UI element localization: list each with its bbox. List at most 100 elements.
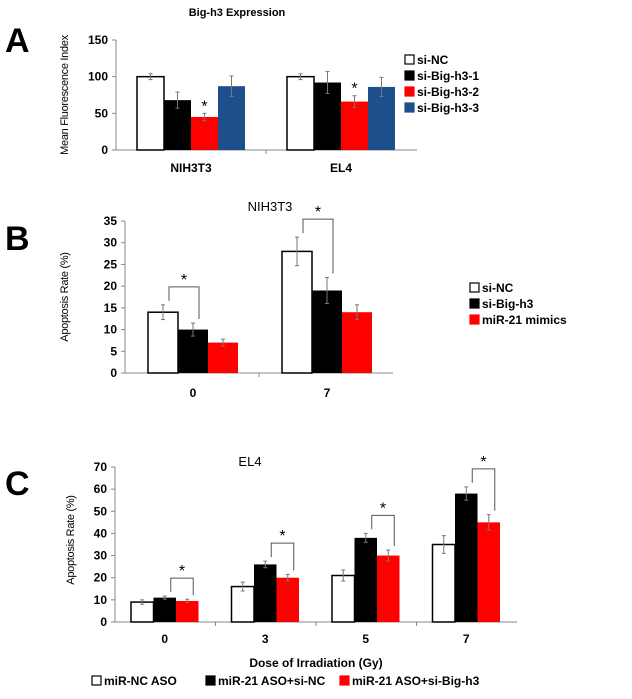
legend-swatch (469, 298, 480, 309)
bar-mir-21-aso-si-nc (354, 537, 377, 622)
x-tick-label: 5 (362, 632, 369, 646)
chart-panel-b: B NIH3T3 Apoptosis Rate (%) 0 5 10 15 20 25 30 35 0… (5, 199, 567, 400)
bar-mir-nc-aso (230, 585, 255, 623)
y-tick-label: 0 (101, 143, 108, 157)
y-tick-label: 0 (100, 615, 107, 629)
legend-swatch (469, 314, 480, 325)
legend: si-NC si-Big-h3-1 si-Big-h3-2 si-Big-h3-3 (404, 53, 479, 115)
y-tick-label: 20 (94, 571, 108, 585)
legend-label: miR-NC ASO (104, 674, 177, 688)
y-tick-label: 60 (94, 482, 108, 496)
chart-panel-c: C EL4 Apoptosis Rate (%) 0 10 20 30 40 50 60 70 0 * 3… (5, 454, 517, 688)
x-tick-label: 0 (161, 632, 168, 646)
bar-si-big-h3 (312, 290, 342, 373)
significance-star: * (315, 204, 321, 221)
y-tick-label: 100 (88, 70, 108, 84)
y-tick-label: 10 (94, 593, 108, 607)
x-tick-label: EL4 (330, 161, 352, 175)
legend-label: si-Big-h3-2 (417, 85, 479, 99)
y-tick-label: 70 (94, 460, 108, 474)
y-tick-label: 25 (104, 257, 118, 271)
y-axis-label: Mean Fluorescence Index (59, 34, 71, 154)
panel-letter: B (5, 220, 30, 258)
y-tick-label: 20 (104, 279, 118, 293)
bar-si-nc (286, 75, 315, 151)
chart-title: Big-h3 Expression (189, 7, 286, 19)
bar-si-nc (147, 311, 179, 374)
bar-mir-nc-aso (331, 574, 356, 623)
legend-swatch (469, 282, 480, 293)
bar-mir-nc-aso (130, 601, 155, 623)
panel-letter: A (5, 22, 30, 60)
x-tick-label: 3 (262, 632, 269, 646)
legend-label: si-NC (417, 53, 449, 67)
bar-si-big-h3-3 (368, 86, 395, 150)
legend-swatch (205, 675, 216, 686)
y-axis-label: Apoptosis Rate (%) (65, 495, 77, 584)
x-tick-label: 7 (463, 632, 470, 646)
significance-star: * (480, 454, 486, 471)
bar-mir-21-aso-si-nc (153, 597, 176, 622)
legend-label: miR-21 ASO+si-NC (218, 674, 326, 688)
chart-title: NIH3T3 (248, 199, 293, 214)
bar-mir-21-mimics (342, 312, 372, 373)
panel-letter: C (5, 465, 30, 503)
bar-mir-21-aso-si-big-h3 (276, 577, 299, 622)
legend-label: miR-21 mimics (482, 313, 567, 327)
significance-bracket (170, 577, 194, 596)
legend-swatch (404, 86, 415, 97)
significance-star: * (380, 500, 386, 517)
x-tick-label: 7 (324, 386, 331, 400)
legend-swatch (404, 102, 415, 113)
x-tick-label: 0 (190, 386, 197, 400)
chart-panel-a: A Big-h3 Expression Mean Fluorescence Inde… (5, 7, 479, 175)
y-tick-label: 50 (95, 106, 109, 120)
bar-si-big-h3-2 (341, 101, 368, 150)
y-tick-label: 30 (104, 236, 118, 250)
legend-label: miR-21 ASO+si-Big-h3 (352, 674, 480, 688)
significance-bracket (471, 468, 496, 511)
bar-si-big-h3 (178, 329, 208, 373)
x-tick-label: NIH3T3 (170, 161, 212, 175)
y-tick-label: 0 (110, 366, 117, 380)
significance-bracket (270, 542, 295, 571)
significance-bracket (371, 514, 395, 547)
legend: si-NC si-Big-h3 miR-21 mimics (469, 281, 567, 327)
legend: miR-NC ASO miR-21 ASO+si-NC miR-21 ASO+si-… (91, 674, 480, 688)
bar-mir-21-aso-si-big-h3 (176, 600, 199, 622)
bar-si-big-h3-2 (191, 117, 218, 150)
y-tick-label: 10 (104, 323, 118, 337)
significance-star: * (279, 528, 285, 545)
chart-title: EL4 (238, 454, 261, 469)
significance-star: * (179, 563, 185, 580)
x-axis-label: Dose of Irradiation (Gy) (249, 656, 382, 670)
y-tick-label: 15 (104, 301, 118, 315)
y-tick-label: 30 (94, 549, 108, 563)
y-tick-label: 40 (94, 526, 108, 540)
legend-label: si-Big-h3-1 (417, 69, 479, 83)
y-tick-label: 5 (110, 344, 117, 358)
y-axis-label: Apoptosis Rate (%) (59, 252, 71, 341)
significance-bracket (168, 286, 200, 320)
bar-mir-21-aso-si-nc (254, 564, 277, 622)
bar-si-nc (136, 75, 165, 151)
significance-star: * (201, 98, 207, 115)
bar-mir-nc-aso (431, 543, 456, 623)
legend-label: si-Big-h3 (482, 297, 534, 311)
bar-mir-21-aso-si-nc (455, 493, 478, 622)
legend-label: si-Big-h3-3 (417, 101, 479, 115)
legend-swatch (91, 675, 102, 686)
legend-swatch (404, 54, 415, 65)
legend-swatch (404, 70, 415, 81)
significance-star: * (351, 81, 357, 98)
bar-mir-21-mimics (208, 342, 238, 373)
significance-bracket (302, 218, 334, 274)
y-tick-label: 50 (94, 504, 108, 518)
y-tick-label: 150 (88, 33, 108, 47)
bar-mir-21-aso-si-big-h3 (477, 522, 500, 622)
legend-label: si-NC (482, 281, 514, 295)
bar-si-nc (281, 250, 313, 374)
bar-mir-21-aso-si-big-h3 (377, 555, 400, 622)
legend-swatch (339, 675, 350, 686)
